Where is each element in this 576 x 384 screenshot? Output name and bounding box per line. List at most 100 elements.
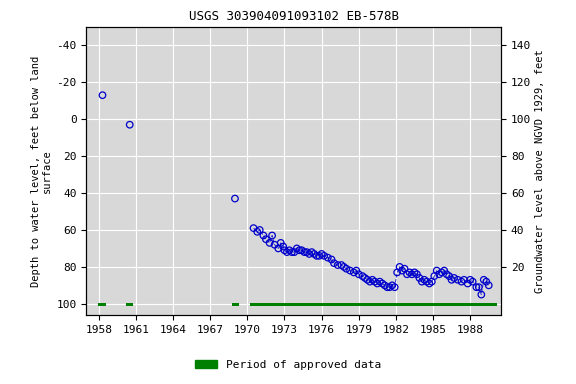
Point [297,247,306,253]
Point [435,271,444,277]
Point [276,240,285,246]
Point [327,257,336,263]
Point [365,278,374,285]
Point [320,253,329,259]
Title: USGS 303904091093102 EB-578B: USGS 303904091093102 EB-578B [189,10,399,23]
Point [468,278,478,285]
Point [388,282,397,288]
Point [309,251,319,257]
Point [259,232,268,238]
Point [380,282,389,288]
Point [370,278,380,285]
Point [282,249,291,255]
Point [417,278,426,285]
Bar [233,303,238,306]
Point [415,275,424,281]
Point [407,271,416,277]
Point [463,280,472,286]
Point [349,269,358,275]
Point [367,277,377,283]
Point [98,92,107,98]
Point [323,255,332,261]
Point [302,249,312,255]
Point [412,271,422,277]
Point [472,284,481,290]
Bar [126,303,133,306]
Point [270,242,279,248]
Point [437,269,446,275]
Point [395,264,404,270]
Point [445,273,454,279]
Point [390,284,399,290]
Point [410,269,419,275]
Bar [97,303,105,306]
Point [449,275,458,281]
Point [453,277,463,283]
Point [432,268,441,274]
Point [267,232,276,238]
Point [249,225,258,231]
Point [425,280,434,286]
Point [465,277,475,283]
Point [279,243,288,250]
Point [265,240,274,246]
Point [484,282,494,288]
Point [400,266,409,272]
Point [342,266,351,272]
Point [292,245,301,252]
Point [375,278,384,285]
Legend: Period of approved data: Period of approved data [191,356,385,375]
Point [333,262,342,268]
Point [403,271,412,277]
Point [255,227,264,233]
Point [385,284,395,290]
Point [337,262,346,268]
Point [280,247,289,253]
Point [427,278,437,285]
Point [300,249,309,255]
Point [358,273,367,279]
Point [382,284,392,290]
Point [314,253,324,259]
Y-axis label: Depth to water level, feet below land
surface: Depth to water level, feet below land su… [31,55,52,286]
Point [422,278,431,285]
Point [285,247,294,253]
Point [312,253,321,259]
Point [352,268,361,274]
Point [479,277,488,283]
Point [378,280,387,286]
Point [307,249,316,255]
Point [230,195,240,202]
Point [339,264,348,270]
Point [346,268,355,274]
Point [397,268,407,274]
Point [317,251,326,257]
Bar [250,303,498,306]
Point [354,271,363,277]
Point [305,251,314,257]
Point [361,275,370,281]
Point [477,291,486,298]
Point [447,277,456,283]
Point [253,229,262,235]
Point [290,249,299,255]
Point [329,260,339,266]
Point [482,278,491,285]
Point [442,271,451,277]
Y-axis label: Groundwater level above NGVD 1929, feet: Groundwater level above NGVD 1929, feet [535,49,545,293]
Point [262,236,271,242]
Point [430,273,439,279]
Point [125,122,134,128]
Point [405,269,414,275]
Point [274,245,283,252]
Point [363,277,372,283]
Point [474,284,483,290]
Point [392,269,401,275]
Point [457,278,466,285]
Point [439,268,449,274]
Point [460,277,469,283]
Point [420,277,429,283]
Point [373,280,382,286]
Point [287,249,297,255]
Point [295,247,304,253]
